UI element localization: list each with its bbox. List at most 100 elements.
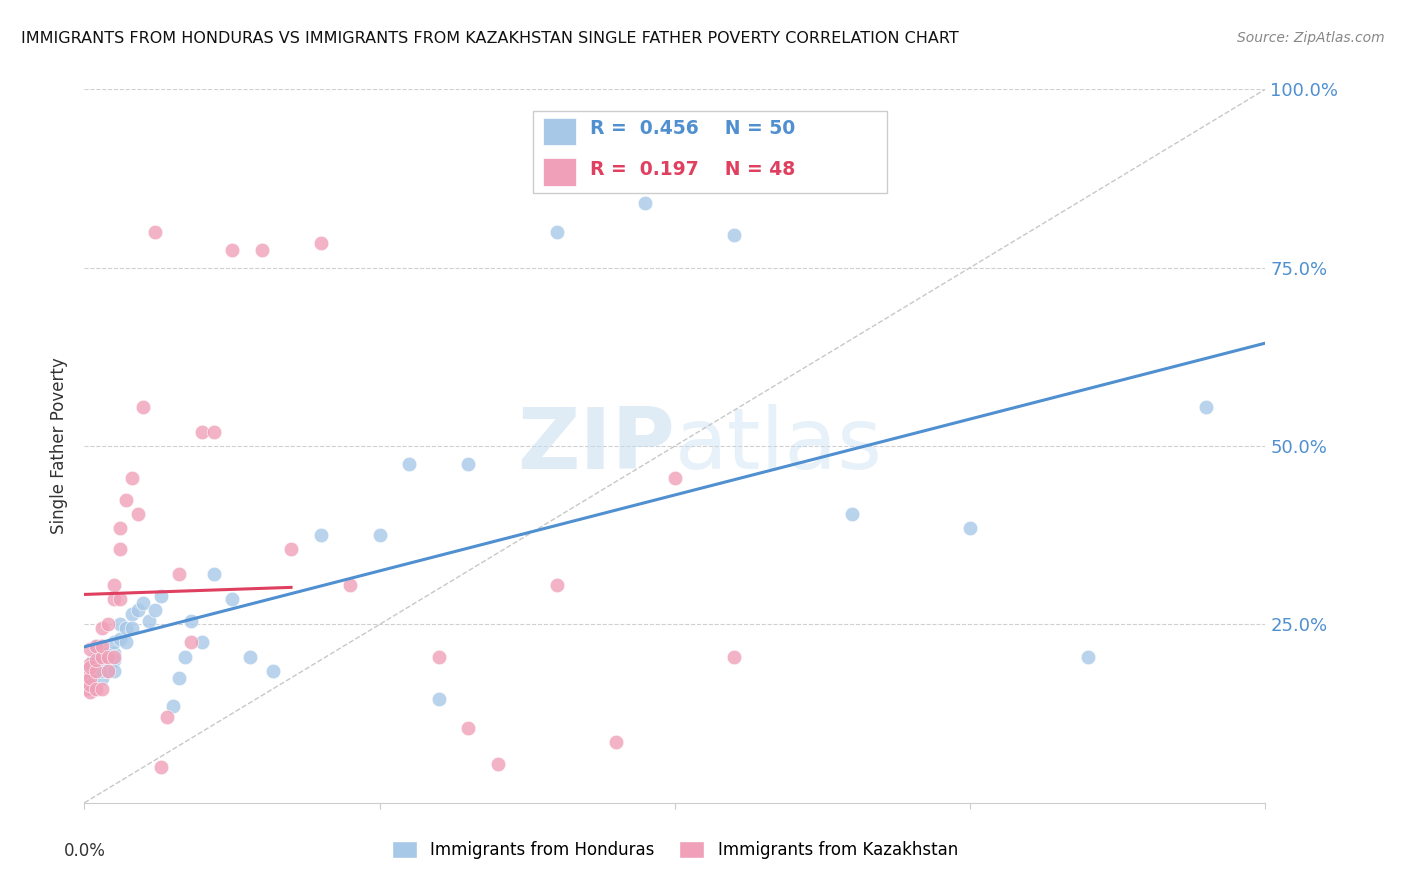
Point	[546, 225, 568, 239]
Point	[339, 578, 361, 592]
Point	[1195, 400, 1218, 414]
Y-axis label: Single Father Poverty: Single Father Poverty	[51, 358, 69, 534]
Point	[368, 528, 391, 542]
Point	[398, 457, 420, 471]
Point	[143, 603, 166, 617]
Point	[457, 457, 479, 471]
Point	[84, 639, 107, 653]
Point	[82, 653, 104, 667]
Point	[103, 649, 125, 664]
Point	[103, 664, 125, 678]
Text: Source: ZipAtlas.com: Source: ZipAtlas.com	[1237, 31, 1385, 45]
Point	[91, 653, 114, 667]
FancyBboxPatch shape	[533, 111, 887, 193]
Point	[79, 657, 101, 671]
Point	[79, 657, 101, 671]
Point	[309, 235, 332, 250]
Point	[959, 521, 981, 535]
Point	[108, 632, 131, 646]
Point	[97, 664, 120, 678]
Point	[114, 492, 136, 507]
Point	[108, 617, 131, 632]
Point	[91, 649, 114, 664]
Point	[91, 681, 114, 696]
Point	[103, 578, 125, 592]
Point	[150, 589, 173, 603]
Text: R =  0.197    N = 48: R = 0.197 N = 48	[591, 161, 796, 179]
Point	[221, 592, 243, 607]
Legend: Immigrants from Honduras, Immigrants from Kazakhstan: Immigrants from Honduras, Immigrants fro…	[385, 834, 965, 866]
Point	[76, 681, 98, 696]
Text: 0.0%: 0.0%	[63, 842, 105, 860]
Point	[97, 617, 120, 632]
Point	[143, 225, 166, 239]
Point	[457, 721, 479, 735]
Point	[427, 692, 450, 706]
Bar	[543, 118, 575, 145]
Point	[91, 664, 114, 678]
Point	[79, 642, 101, 657]
Point	[202, 567, 225, 582]
Point	[121, 621, 143, 635]
Point	[84, 681, 107, 696]
Point	[84, 660, 107, 674]
Point	[309, 528, 332, 542]
Point	[103, 592, 125, 607]
Point	[97, 664, 120, 678]
Text: ZIP: ZIP	[517, 404, 675, 488]
Point	[121, 471, 143, 485]
Point	[605, 735, 627, 749]
Point	[546, 578, 568, 592]
Point	[427, 649, 450, 664]
Text: R =  0.456    N = 50: R = 0.456 N = 50	[591, 119, 796, 138]
Point	[167, 567, 190, 582]
Point	[103, 635, 125, 649]
Point	[221, 243, 243, 257]
Point	[121, 607, 143, 621]
Point	[723, 649, 745, 664]
Point	[91, 671, 114, 685]
Point	[156, 710, 179, 724]
Point	[97, 653, 120, 667]
Point	[127, 603, 149, 617]
Point	[239, 649, 262, 664]
Point	[84, 649, 107, 664]
Point	[723, 228, 745, 243]
Point	[114, 635, 136, 649]
Point	[280, 542, 302, 557]
Point	[202, 425, 225, 439]
Text: IMMIGRANTS FROM HONDURAS VS IMMIGRANTS FROM KAZAKHSTAN SINGLE FATHER POVERTY COR: IMMIGRANTS FROM HONDURAS VS IMMIGRANTS F…	[21, 31, 959, 46]
Point	[76, 664, 98, 678]
Point	[108, 542, 131, 557]
Point	[132, 596, 155, 610]
Point	[132, 400, 155, 414]
Point	[84, 639, 107, 653]
Point	[1077, 649, 1099, 664]
Bar	[543, 159, 575, 186]
Point	[97, 649, 120, 664]
Point	[162, 699, 184, 714]
Point	[114, 621, 136, 635]
Point	[250, 243, 273, 257]
Point	[191, 635, 214, 649]
Point	[79, 685, 101, 699]
Text: atlas: atlas	[675, 404, 883, 488]
Point	[191, 425, 214, 439]
Point	[167, 671, 190, 685]
Point	[79, 674, 101, 689]
Point	[262, 664, 284, 678]
Point	[91, 639, 114, 653]
Point	[91, 621, 114, 635]
Point	[841, 507, 863, 521]
Point	[486, 756, 509, 771]
Point	[103, 653, 125, 667]
Point	[634, 196, 657, 211]
Point	[97, 646, 120, 660]
Point	[79, 660, 101, 674]
Point	[180, 614, 202, 628]
Point	[91, 639, 114, 653]
Point	[664, 471, 686, 485]
Point	[75, 671, 97, 685]
Point	[108, 521, 131, 535]
Point	[79, 671, 101, 685]
